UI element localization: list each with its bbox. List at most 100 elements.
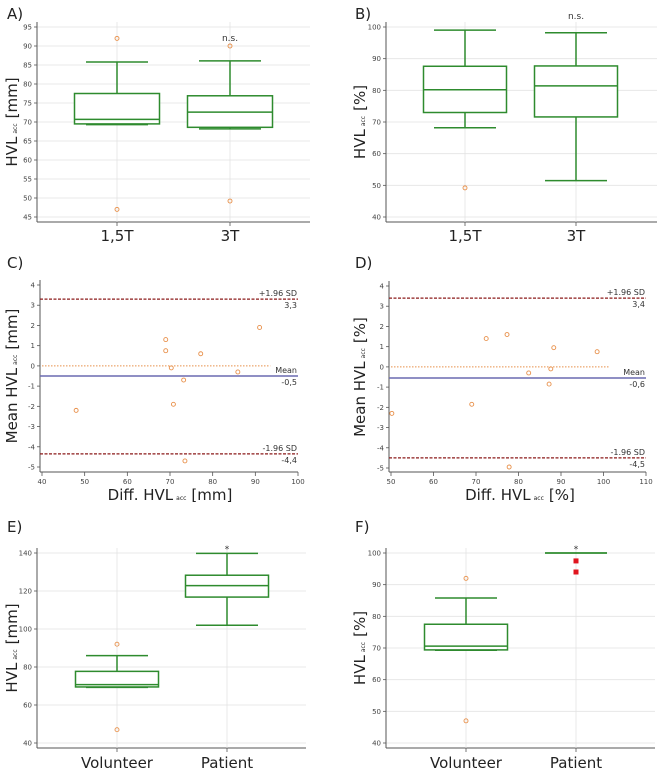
- x-tick-label: 90: [557, 478, 566, 486]
- y-tick-label: 60: [23, 157, 32, 165]
- line-label: -1.96 SD: [263, 444, 297, 453]
- y-tick-label: 140: [19, 550, 32, 558]
- panel-label: C): [7, 254, 23, 272]
- y-axis-label-main: HVL: [351, 129, 369, 160]
- y-tick-label: 60: [372, 676, 381, 684]
- significance-annotation: n.s.: [568, 12, 584, 22]
- y-tick-label: -3: [377, 424, 384, 432]
- box-iqr: [533, 65, 619, 118]
- y-axis-label-subscript: acc: [12, 649, 19, 659]
- y-axis-label-main: HVL: [351, 655, 369, 686]
- data-point: [546, 381, 552, 387]
- outlier-point: [227, 198, 233, 204]
- x-tick-label: 100: [597, 478, 610, 486]
- y-tick-label: -5: [377, 465, 384, 473]
- y-tick-label: 40: [372, 740, 381, 748]
- y-axis-label-main: HVL: [3, 662, 21, 693]
- x-axis-label-main: Diff. HVL: [465, 486, 531, 504]
- significance-annotation: *: [225, 545, 230, 555]
- panel-label: B): [355, 5, 371, 23]
- y-tick-label: -5: [28, 464, 35, 472]
- y-axis-label-subscript: acc: [360, 348, 367, 358]
- y-tick-label: 70: [372, 119, 381, 127]
- y-tick-label: 80: [23, 664, 32, 672]
- box-1: [533, 31, 619, 182]
- y-axis-label-unit: [mm]: [3, 309, 21, 350]
- y-tick-label: -4: [377, 444, 385, 452]
- panel-label: E): [7, 518, 22, 536]
- x-tick-label: 110: [639, 478, 652, 486]
- panel-a: A) 45 50 55 60 65 70 75 80 85 90 95 HVL acc [mm] 1,5T 3T…: [3, 5, 310, 245]
- panel-d: D) -5 -4 -3 -2 -1 0 1 2 3 4 Mean HVL acc [%] 50 60 70 80 9…: [351, 254, 653, 504]
- significance-annotation: *: [574, 545, 579, 555]
- line-value-label: -0,6: [629, 380, 645, 389]
- data-point: [163, 348, 169, 354]
- y-tick-label: 2: [380, 323, 384, 331]
- y-axis-label-unit: [mm]: [3, 603, 21, 644]
- box-0: [422, 29, 508, 191]
- outlier-point: [463, 575, 469, 581]
- y-tick-label: 40: [372, 214, 381, 222]
- data-point: [182, 458, 188, 464]
- y-tick-label: 90: [372, 55, 381, 63]
- y-tick-label: 55: [23, 176, 32, 184]
- data-point: [504, 332, 510, 337]
- outlier-point: [227, 43, 233, 49]
- x-tick-label: 50: [80, 478, 89, 486]
- y-axis-label: HVL acc [mm]: [3, 77, 21, 166]
- y-tick-label: 80: [372, 613, 381, 621]
- y-axis-label-main: Mean HVL: [3, 367, 21, 443]
- y-tick-label: -3: [28, 423, 35, 431]
- data-point: [163, 337, 169, 343]
- y-tick-label: 60: [23, 702, 32, 710]
- data-point: [168, 365, 174, 371]
- x-tick-label: 60: [123, 478, 132, 486]
- data-point: [181, 377, 187, 383]
- y-axis-label-main: HVL: [3, 136, 21, 167]
- line-label: +1.96 SD: [259, 289, 297, 298]
- category-label: 3T: [567, 227, 587, 245]
- outlier-point: [114, 206, 120, 212]
- panel-f: F) 40 50 60 70 80 90 100 HVL acc [%] Volunteer Patie…: [351, 518, 655, 772]
- line-value-label: -4,4: [281, 456, 297, 465]
- y-tick-label: 50: [372, 708, 381, 716]
- box-iqr: [74, 670, 160, 688]
- outlier-point: [114, 641, 120, 647]
- y-axis-label: Mean HVL acc [%]: [351, 317, 369, 437]
- line-label: Mean: [275, 366, 297, 375]
- x-axis-label-subscript: acc: [176, 495, 186, 502]
- y-tick-label: 80: [372, 87, 381, 95]
- y-tick-label: 0: [31, 362, 35, 370]
- y-axis-label: Mean HVL acc [mm]: [3, 309, 21, 444]
- y-tick-label: -4: [28, 443, 36, 451]
- box-1: [184, 552, 270, 626]
- y-tick-label: 4: [380, 283, 385, 291]
- y-axis-label-subscript: acc: [360, 642, 367, 652]
- y-tick-label: 90: [372, 581, 381, 589]
- x-tick-label: 80: [514, 478, 523, 486]
- data-point: [483, 336, 489, 342]
- data-point: [551, 345, 557, 351]
- x-tick-label: 80: [208, 478, 217, 486]
- x-axis-label: Diff. HVL acc [%]: [465, 486, 575, 504]
- line-value-label: -0,5: [281, 378, 297, 387]
- box-0: [423, 575, 509, 724]
- y-tick-label: 3: [31, 302, 35, 310]
- x-tick-label: 90: [251, 478, 260, 486]
- x-axis-label: Diff. HVL acc [mm]: [108, 486, 233, 504]
- data-point: [594, 349, 600, 355]
- y-tick-label: 100: [368, 550, 381, 558]
- y-tick-label: 3: [380, 303, 384, 311]
- x-axis-label-unit: [%]: [549, 486, 575, 504]
- data-point: [548, 366, 554, 372]
- y-axis-label-subscript: acc: [12, 355, 19, 365]
- x-axis-label-main: Diff. HVL: [108, 486, 174, 504]
- panel-e: E) 40 60 80 100 120 140 HVL acc [mm] Volunteer Pati…: [3, 518, 306, 772]
- y-tick-label: -2: [377, 404, 384, 412]
- x-tick-label: 50: [387, 478, 396, 486]
- y-tick-label: 120: [19, 588, 32, 596]
- category-label: 1,5T: [448, 227, 482, 245]
- line-label: -1.96 SD: [611, 448, 645, 457]
- category-label: Volunteer: [81, 754, 154, 772]
